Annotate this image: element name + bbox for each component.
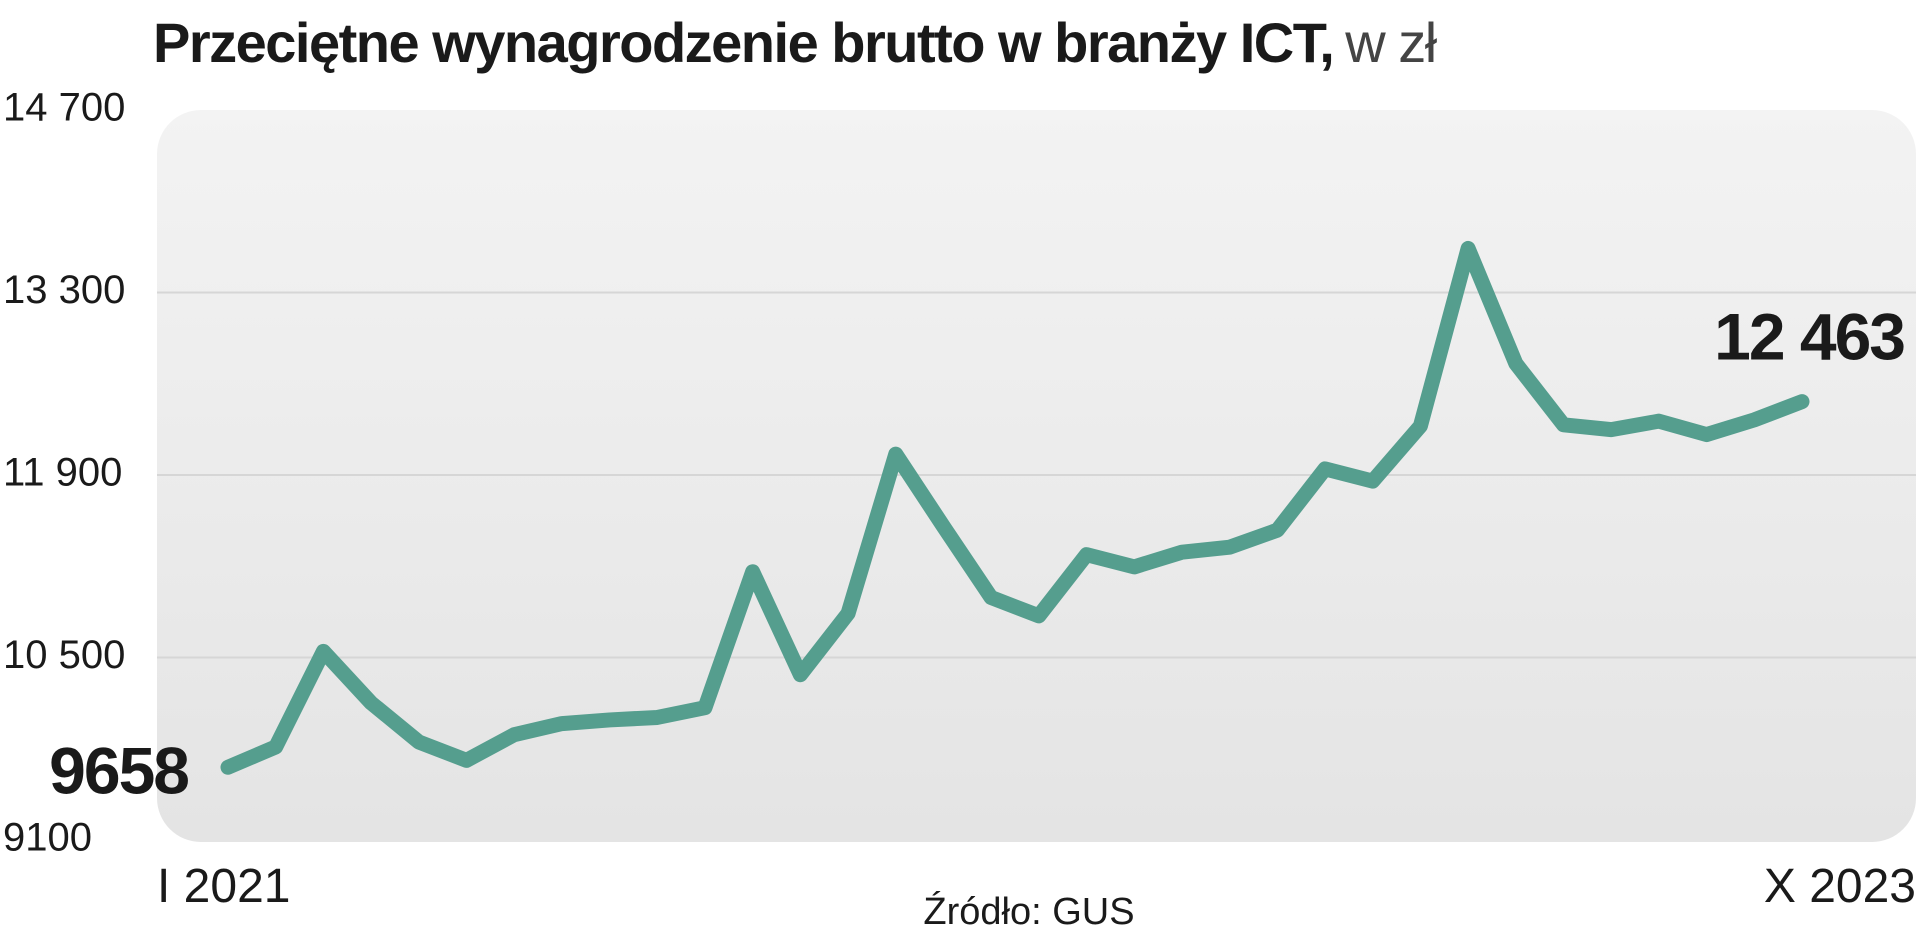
x-tick-label: X 2023 <box>1764 860 1916 913</box>
value-label: 9658 <box>49 733 188 807</box>
y-tick-label: 10 500 <box>3 633 125 677</box>
grid: 9100 10 500 11 900 13 300 14 700 <box>3 86 1916 860</box>
y-tick-label: 11 900 <box>3 451 122 495</box>
y-tick-label: 9100 <box>3 816 92 860</box>
line-series <box>220 240 1810 775</box>
chart-title: Przeciętne wynagrodzenie brutto w branży… <box>153 11 1438 74</box>
y-tick-label: 14 700 <box>3 86 125 130</box>
x-tick-label: I 2021 <box>157 860 290 913</box>
title-text: Przeciętne wynagrodzenie brutto w branży… <box>153 11 1333 74</box>
unit-text: w zł <box>1344 11 1438 74</box>
source: Źródło: GUS <box>923 890 1134 933</box>
y-tick-label: 13 300 <box>3 268 125 312</box>
plot: I 2021 X 2023 9658 12 463 <box>49 240 1916 913</box>
value-label: 12 463 <box>1714 300 1904 374</box>
